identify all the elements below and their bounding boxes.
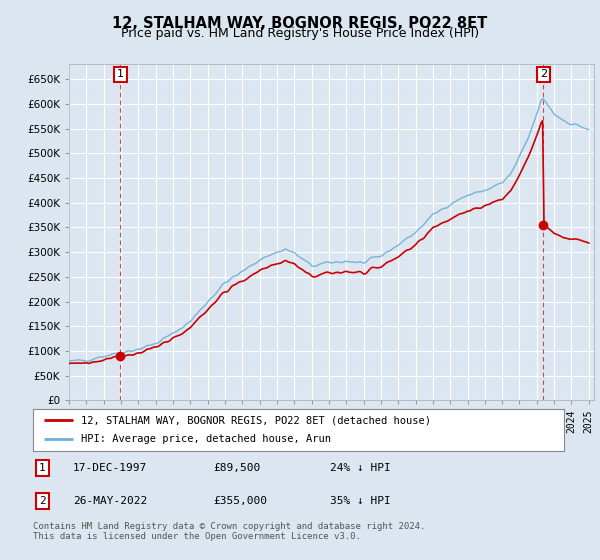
- Text: Contains HM Land Registry data © Crown copyright and database right 2024.
This d: Contains HM Land Registry data © Crown c…: [33, 522, 425, 542]
- Text: 2: 2: [39, 496, 46, 506]
- Text: 35% ↓ HPI: 35% ↓ HPI: [331, 496, 391, 506]
- Text: 1: 1: [39, 463, 46, 473]
- Text: 1: 1: [117, 69, 124, 80]
- Text: 24% ↓ HPI: 24% ↓ HPI: [331, 463, 391, 473]
- Text: 12, STALHAM WAY, BOGNOR REGIS, PO22 8ET: 12, STALHAM WAY, BOGNOR REGIS, PO22 8ET: [112, 16, 488, 31]
- Text: HPI: Average price, detached house, Arun: HPI: Average price, detached house, Arun: [81, 435, 331, 445]
- Text: 12, STALHAM WAY, BOGNOR REGIS, PO22 8ET (detached house): 12, STALHAM WAY, BOGNOR REGIS, PO22 8ET …: [81, 415, 431, 425]
- Text: £355,000: £355,000: [214, 496, 268, 506]
- Text: £89,500: £89,500: [214, 463, 261, 473]
- Text: 26-MAY-2022: 26-MAY-2022: [73, 496, 147, 506]
- Text: 2: 2: [540, 69, 547, 80]
- Text: 17-DEC-1997: 17-DEC-1997: [73, 463, 147, 473]
- Text: Price paid vs. HM Land Registry's House Price Index (HPI): Price paid vs. HM Land Registry's House …: [121, 27, 479, 40]
